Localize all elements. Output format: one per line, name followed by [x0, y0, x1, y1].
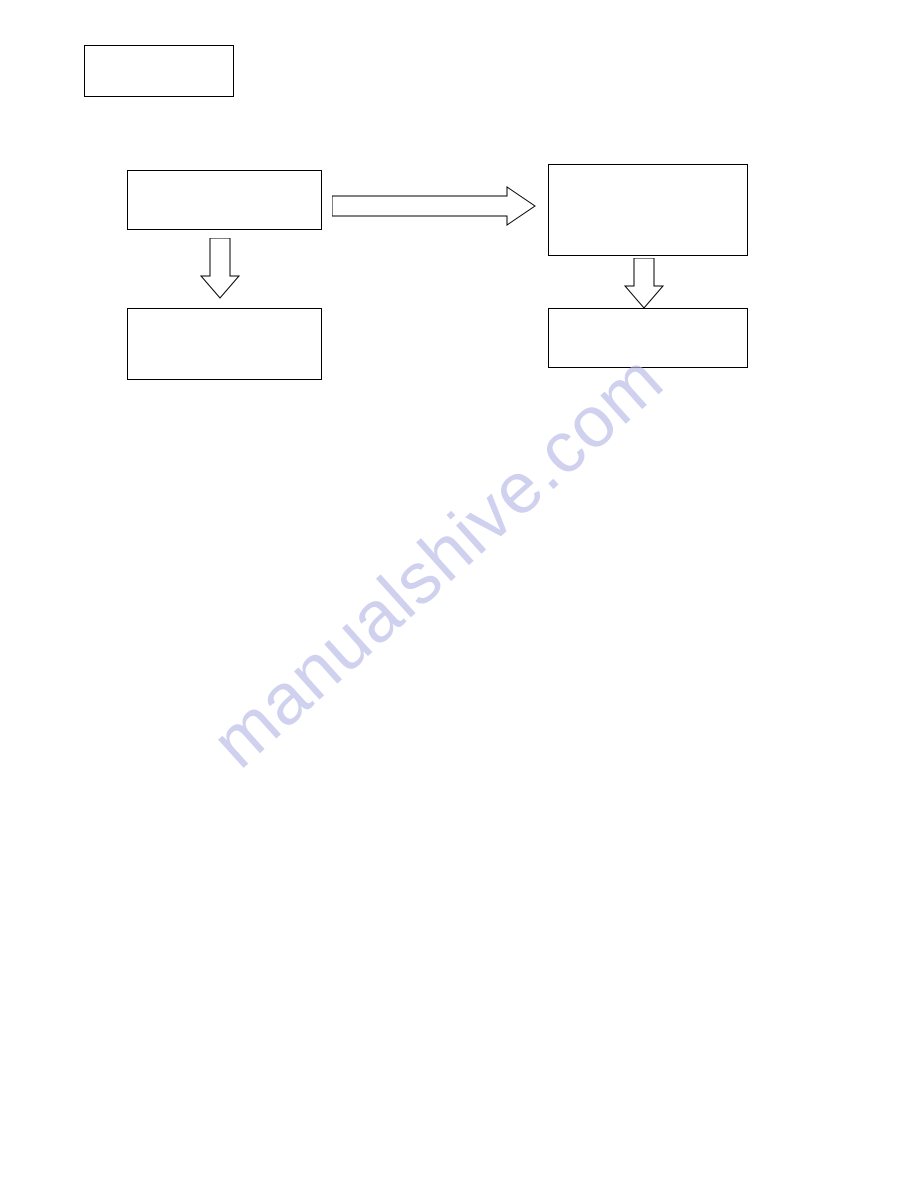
flowchart-node-4: [548, 164, 748, 256]
flowchart-node-3: [127, 308, 322, 380]
arrow-down-icon: [198, 238, 242, 302]
arrow-down-icon: [622, 258, 666, 312]
arrow-right-icon: [332, 184, 542, 228]
flowchart-node-5: [548, 308, 748, 368]
flowchart-node-2: [127, 170, 322, 230]
watermark-text: manualshive.com: [196, 338, 678, 784]
flowchart-node-1: [84, 45, 234, 97]
